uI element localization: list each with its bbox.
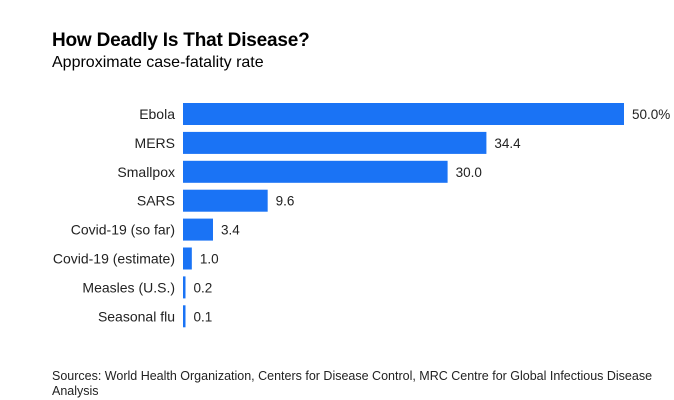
bar (183, 247, 192, 270)
bar (183, 103, 624, 125)
value-label: 34.4 (494, 136, 521, 151)
value-label: 9.6 (276, 194, 295, 209)
category-label: MERS (135, 135, 175, 151)
bar (183, 218, 213, 241)
category-label: Measles (U.S.) (82, 279, 175, 295)
value-label: 50.0% (632, 107, 670, 122)
bar (183, 189, 268, 212)
source-note: Sources: World Health Organization, Cent… (52, 369, 653, 398)
value-label: 1.0 (200, 252, 219, 267)
category-label: Seasonal flu (98, 308, 175, 324)
bar-chart: Ebola 50.0% MERS 34.4 Smallpox 30.0 SARS 9.6 Cov… (53, 103, 670, 328)
category-label: Smallpox (117, 164, 175, 180)
value-label: 3.4 (221, 223, 240, 238)
chart-title: How Deadly Is That Disease? (52, 30, 310, 51)
bar (183, 305, 186, 328)
category-label: Covid-19 (so far) (71, 222, 175, 238)
category-label: Ebola (139, 106, 175, 122)
bar (183, 276, 186, 299)
category-label: SARS (137, 193, 175, 209)
value-label: 0.1 (194, 309, 213, 324)
bar (183, 131, 487, 154)
value-label: 30.0 (456, 165, 482, 180)
chart-subtitle: Approximate case-fatality rate (52, 54, 264, 71)
value-label: 0.2 (194, 280, 213, 295)
category-label: Covid-19 (estimate) (53, 251, 175, 267)
bar (183, 160, 448, 183)
